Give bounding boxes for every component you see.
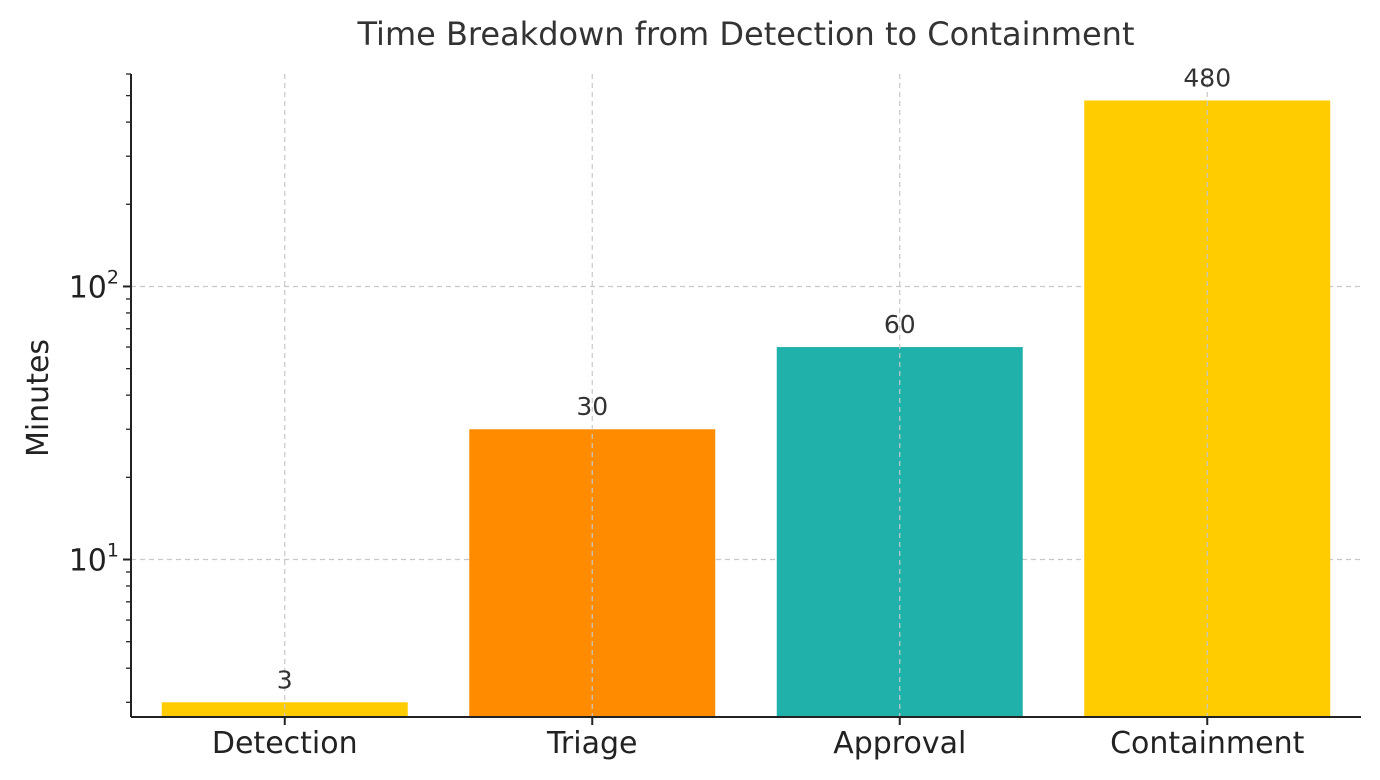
chart-title: Time Breakdown from Detection to Contain… [356, 15, 1134, 53]
axes: 101 102 Detection Triage Approval Containment [69, 73, 1361, 761]
data-labels: 3 30 60 480 [277, 63, 1231, 694]
x-tick-label-approval: Approval [833, 726, 966, 761]
y-axis-label: Minutes [21, 339, 56, 457]
x-tick-label-triage: Triage [546, 726, 637, 761]
x-tick-label-containment: Containment [1110, 726, 1305, 761]
data-label-containment: 480 [1183, 63, 1231, 92]
data-label-detection: 3 [277, 665, 293, 694]
bar-detection [161, 702, 408, 717]
data-label-triage: 30 [576, 392, 608, 421]
y-tick-label-0: 101 [69, 540, 119, 579]
x-tick-label-detection: Detection [212, 726, 358, 761]
y-tick-label-1: 102 [69, 266, 119, 305]
grid-lines [131, 285, 1361, 561]
x-grid-lines [284, 74, 1208, 717]
bars [161, 100, 1331, 717]
data-label-approval: 60 [884, 310, 916, 339]
